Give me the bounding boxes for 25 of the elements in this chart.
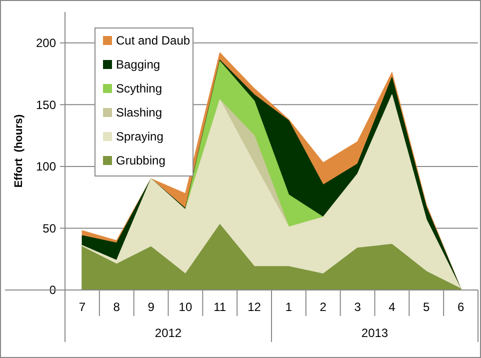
y-tick-label: 100 — [36, 160, 56, 174]
y-tick-label: 50 — [42, 221, 56, 236]
y-axis-title: Effort (hours) — [13, 114, 25, 188]
legend-label: Scything — [116, 82, 162, 96]
x-tick-label: 4 — [388, 300, 396, 314]
legend-label: Grubbing — [116, 154, 166, 168]
text: 2012 — [154, 326, 182, 340]
x-tick-label: 5 — [423, 300, 430, 314]
x-tick-label: 12 — [248, 300, 262, 314]
x-tick-label: 8 — [113, 300, 120, 314]
x-tick-label: 9 — [148, 300, 155, 314]
legend-label: Slashing — [116, 106, 162, 120]
legend-label: Spraying — [116, 130, 164, 144]
y-tick-label: 200 — [36, 36, 56, 50]
x-tick-label: 10 — [178, 300, 192, 314]
text: 2013 — [361, 326, 388, 340]
y-tick-label: 150 — [36, 98, 56, 112]
x-tick-label: 3 — [354, 300, 362, 314]
x-tick-label: 2 — [320, 300, 327, 314]
x-tick-label: 1 — [285, 300, 292, 314]
x-tick-label: 7 — [78, 300, 86, 314]
x-tick-label: 6 — [457, 300, 464, 314]
legend-label: Cut and Daub — [116, 34, 190, 48]
x-tick-label: 11 — [214, 300, 226, 314]
legend-label: Bagging — [116, 58, 160, 72]
